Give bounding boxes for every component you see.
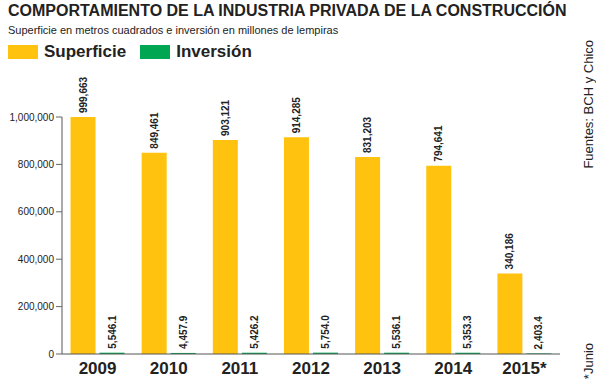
svg-text:0: 0	[48, 349, 54, 360]
html-text:COMPORTAMIENTO DE LA INDUSTRIA: COMPORTAMIENTO DE LA INDUSTRIA PRIVADA D…	[8, 2, 567, 19]
svg-text:1,000,000: 1,000,000	[10, 112, 55, 123]
svg-text:903,121: 903,121	[220, 99, 231, 136]
svg-text:2011: 2011	[221, 359, 258, 378]
svg-text:200,000: 200,000	[18, 301, 55, 312]
svg-text:2009: 2009	[79, 359, 117, 378]
svg-text:794,641: 794,641	[433, 125, 444, 162]
svg-text:5,536.1: 5,536.1	[391, 315, 402, 349]
svg-text:600,000: 600,000	[18, 206, 55, 217]
svg-text:2013: 2013	[363, 359, 401, 378]
svg-text:849,461: 849,461	[149, 112, 160, 149]
svg-text:999,663: 999,663	[78, 76, 89, 113]
html-text:Inversión: Inversión	[176, 42, 252, 61]
svg-text:2,403.4: 2,403.4	[533, 316, 544, 350]
svg-text:2014: 2014	[434, 359, 472, 378]
svg-text:2012: 2012	[292, 359, 330, 378]
svg-text:831,203: 831,203	[362, 116, 373, 153]
svg-text:5,426.2: 5,426.2	[249, 315, 260, 349]
html-text:*Junio: *Junio	[581, 342, 596, 379]
svg-text:2015*: 2015*	[502, 359, 547, 378]
svg-text:5,546.1: 5,546.1	[107, 315, 118, 349]
html-text:Fuentes: BCH y Chico: Fuentes: BCH y Chico	[581, 40, 596, 169]
svg-text:4,457.9: 4,457.9	[178, 315, 189, 349]
html-text:Superficie en metros cuadrados: Superficie en metros cuadrados e inversi…	[8, 24, 339, 36]
html-text:Superficie: Superficie	[44, 42, 127, 61]
svg-text:340,186: 340,186	[504, 233, 515, 270]
svg-text:5,754.0: 5,754.0	[320, 315, 331, 349]
svg-text:2010: 2010	[150, 359, 188, 378]
svg-text:5,353.3: 5,353.3	[462, 315, 473, 349]
svg-text:914,285: 914,285	[291, 97, 302, 134]
svg-text:400,000: 400,000	[18, 254, 55, 265]
svg-text:800,000: 800,000	[18, 159, 55, 170]
